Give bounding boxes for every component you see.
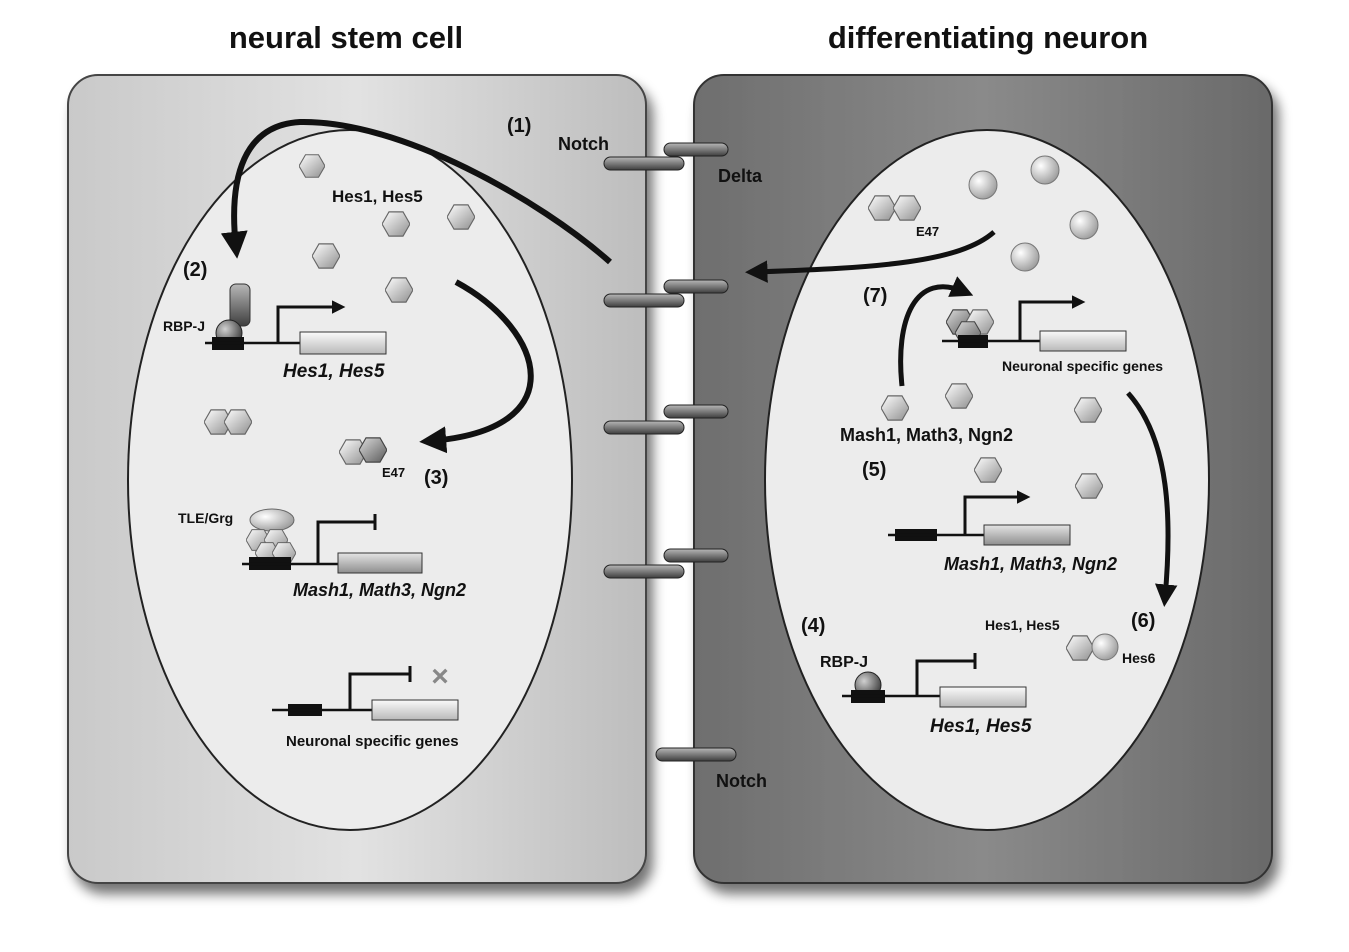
protein-sphere-icon <box>1069 210 1099 240</box>
left-cell-title: neural stem cell <box>229 20 463 55</box>
neuronal-gene-repressed <box>272 666 459 721</box>
neuronal-gene-bar <box>1039 330 1127 352</box>
right-cell-title: differentiating neuron <box>828 20 1148 55</box>
proneural-gene-bar <box>337 552 423 574</box>
rbpj-label-left: RBP-J <box>163 318 205 334</box>
notch-receptor-bottom <box>655 747 737 762</box>
protein-sphere-icon <box>1010 242 1040 272</box>
delta-upregulation-arrow <box>745 230 996 283</box>
protein-sphere-icon <box>968 170 998 200</box>
transcription-arrow <box>1018 295 1086 341</box>
left-nucleus <box>127 129 573 831</box>
protein-sphere-icon <box>1030 155 1060 185</box>
rbpj-label-right: RBP-J <box>820 654 868 671</box>
receptor-pair-2 <box>603 279 729 308</box>
e47-label-right: E47 <box>916 224 939 239</box>
receptor-pair-3 <box>603 404 729 435</box>
hes-gene-bar <box>939 686 1027 708</box>
hes-proteins-label-left: Hes1, Hes5 <box>332 187 423 206</box>
hes-gene-activation <box>205 283 387 355</box>
neuronal-gene-bar <box>371 699 459 721</box>
proneural-gene-bar <box>983 524 1071 546</box>
hes-hes6-complex-icon <box>1066 633 1119 661</box>
notch-label-bottom: Notch <box>716 771 767 791</box>
step-6-label: (6) <box>1131 610 1155 632</box>
notch-label-top: Notch <box>558 134 609 154</box>
transcription-arrow <box>276 300 346 343</box>
step-3-label: (3) <box>424 467 448 489</box>
step-2-label: (2) <box>183 259 207 281</box>
hes6-induction-arrow <box>1126 391 1178 607</box>
blocked-x-icon: × <box>431 660 449 693</box>
hes-gene-repressed <box>842 653 1027 708</box>
hes-gene-bar <box>299 331 387 355</box>
tle-grg-label: TLE/Grg <box>178 510 233 526</box>
neuronal-genes-label-right: Neuronal specific genes <box>1002 358 1163 374</box>
transcription-arrow <box>963 490 1031 535</box>
hes6-label: Hes6 <box>1122 650 1156 666</box>
tle-repressor-complex <box>242 508 423 574</box>
e47-label-left: E47 <box>382 465 405 480</box>
hes-genes-label-left: Hes1, Hes5 <box>283 361 385 382</box>
proneural-proteins-label: Mash1, Math3, Ngn2 <box>840 425 1013 445</box>
receptor-pair-4 <box>603 548 729 579</box>
notch-signal-arrow <box>220 118 612 265</box>
proneural-activation-arrow <box>898 276 974 387</box>
delta-label: Delta <box>718 166 763 186</box>
repression-bar <box>316 520 375 564</box>
nicd-icon <box>229 283 251 327</box>
step-7-label: (7) <box>863 285 887 307</box>
hes-sequestration-arrow <box>419 279 534 454</box>
hes-genes-label-right: Hes1, Hes5 <box>930 716 1032 737</box>
proneural-gene-activation <box>888 490 1071 546</box>
neuronal-gene-activation <box>942 295 1127 352</box>
proneural-genes-label-right: Mash1, Math3, Ngn2 <box>944 554 1117 574</box>
receptor-pair-1 <box>603 142 729 171</box>
step-1-label: (1) <box>507 115 531 137</box>
step-5-label: (5) <box>862 459 886 481</box>
step-4-label: (4) <box>801 615 825 637</box>
proneural-genes-label-left: Mash1, Math3, Ngn2 <box>293 580 466 600</box>
hes-proteins-label-right: Hes1, Hes5 <box>985 617 1060 633</box>
neuronal-genes-label-left: Neuronal specific genes <box>286 733 459 750</box>
tle-protein-icon <box>249 508 295 532</box>
